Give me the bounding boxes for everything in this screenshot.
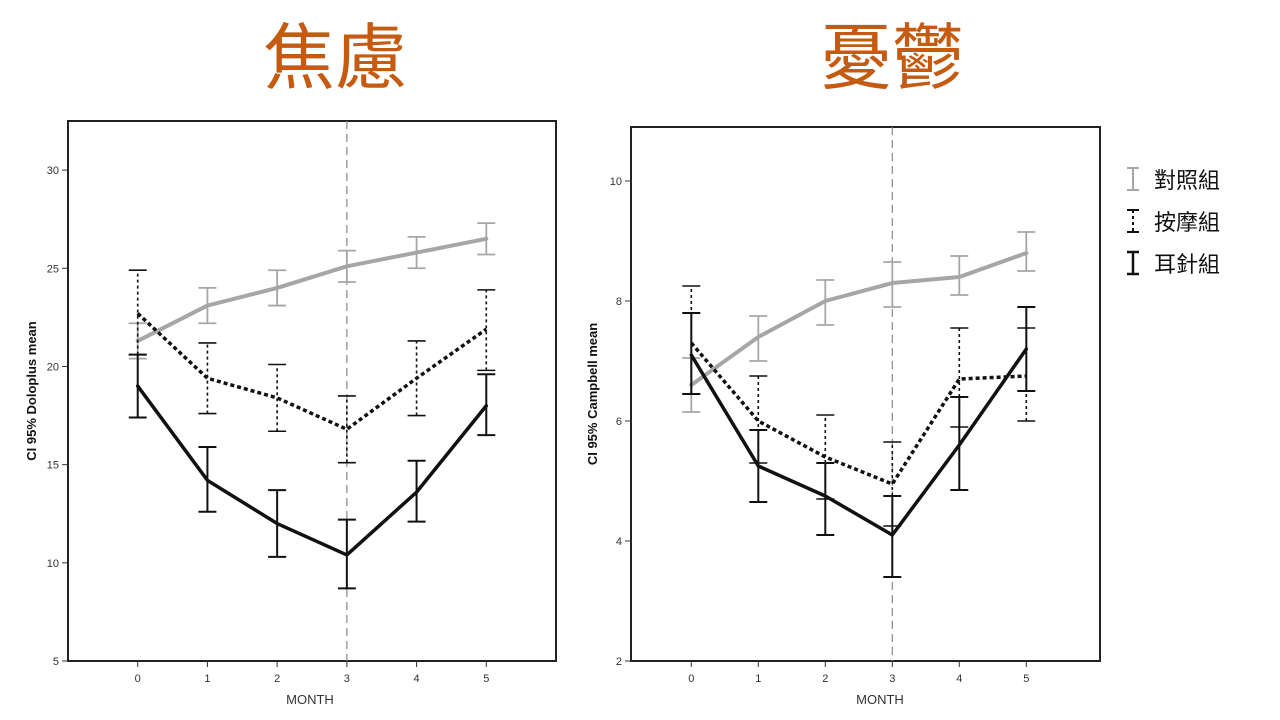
y-tick-label: 5 — [53, 656, 59, 668]
y-axis-label: CI 95% Campbell mean — [585, 323, 600, 465]
x-tick-label: 5 — [1023, 673, 1029, 685]
y-tick-label: 10 — [610, 176, 622, 188]
x-tick-label: 5 — [483, 673, 489, 685]
x-tick-label: 1 — [204, 673, 210, 685]
y-tick-label: 30 — [47, 165, 59, 177]
x-axis-label: MONTH — [856, 692, 904, 707]
x-tick-label: 3 — [889, 673, 895, 685]
y-tick-label: 8 — [616, 296, 622, 308]
series-0 — [128, 222, 496, 360]
y-tick-label: 2 — [616, 656, 622, 668]
legend-item-massage: 按摩組 — [1122, 200, 1262, 242]
series-line — [136, 312, 488, 432]
x-tick-label: 1 — [755, 673, 761, 685]
y-axis-label: CI 95% Doloplus mean — [24, 321, 39, 460]
x-tick-label: 2 — [822, 673, 828, 685]
y-tick-label: 25 — [47, 263, 59, 275]
x-tick-label: 0 — [688, 673, 694, 685]
series-line — [689, 347, 1029, 537]
legend-label-control: 對照組 — [1154, 169, 1221, 194]
y-tick-label: 10 — [47, 558, 59, 570]
plot-frame — [630, 126, 1101, 662]
series-line — [689, 341, 1027, 486]
series-line — [135, 236, 489, 343]
y-tick-label: 6 — [616, 416, 622, 428]
x-tick-label: 4 — [414, 673, 420, 685]
series-0 — [682, 231, 1036, 413]
legend-item-acupuncture: 耳針組 — [1122, 242, 1262, 284]
y-tick-label: 4 — [616, 536, 622, 548]
series-2 — [682, 306, 1036, 578]
chart-0: 5 10 15 20 25 30 0 1 2 3 4 5 MONTH CI 95% Doloplus me… — [24, 120, 557, 707]
x-axis-label: MONTH — [286, 692, 334, 707]
series-2 — [128, 353, 496, 590]
legend-swatch-massage — [1127, 209, 1139, 233]
chart-1: 2 4 6 8 10 0 1 2 3 4 5 MONTH CI 95% Campbell mean — [585, 126, 1101, 707]
x-tick-label: 3 — [344, 673, 350, 685]
x-tick-label: 4 — [956, 673, 962, 685]
series-line — [135, 384, 489, 557]
legend-label-acupuncture: 耳針組 — [1154, 253, 1221, 278]
legend-label-massage: 按摩組 — [1154, 211, 1221, 236]
legend-swatch-control — [1127, 167, 1139, 191]
legend: 對照組 按摩組 耳針組 — [1122, 158, 1262, 284]
plot-frame — [67, 120, 557, 662]
series-1 — [128, 269, 496, 464]
legend-item-control: 對照組 — [1122, 158, 1262, 200]
chart-title-depression: 憂鬱 — [820, 16, 965, 100]
series-line — [689, 251, 1029, 387]
x-tick-label: 0 — [135, 673, 141, 685]
chart-title-anxiety: 焦慮 — [263, 16, 408, 100]
y-tick-label: 20 — [47, 361, 59, 373]
legend-swatch-acupuncture — [1127, 250, 1139, 276]
x-tick-label: 2 — [274, 673, 280, 685]
series-1 — [682, 285, 1036, 527]
y-tick-label: 15 — [47, 460, 59, 472]
